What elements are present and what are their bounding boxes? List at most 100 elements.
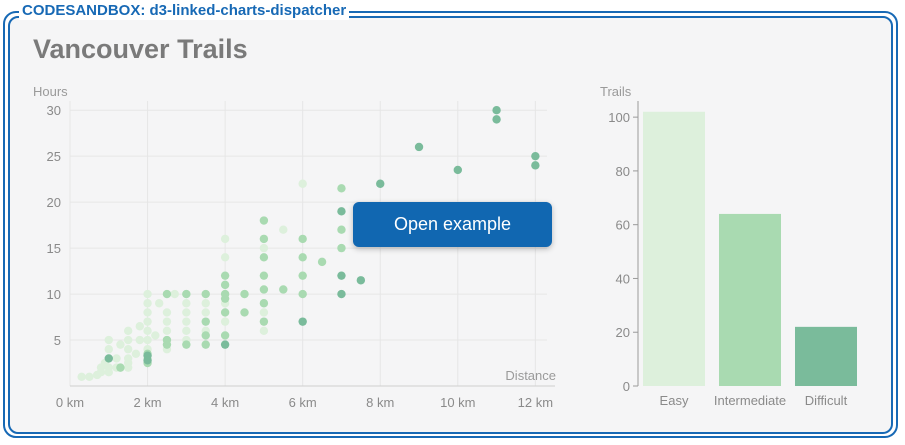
bar-category-label: Easy (660, 393, 689, 408)
point-difficult (453, 165, 463, 175)
point-easy (154, 299, 164, 308)
point-easy (182, 317, 191, 326)
x-tick-label: 2 km (133, 395, 161, 410)
point-easy (135, 322, 145, 331)
point-easy (298, 179, 307, 188)
point-intermediate (259, 285, 269, 294)
y-tick-label: 10 (47, 287, 61, 302)
point-intermediate (240, 289, 249, 299)
point-difficult (531, 151, 540, 161)
point-easy (151, 331, 160, 340)
point-easy (182, 299, 191, 308)
point-easy (131, 349, 141, 359)
point-easy (104, 335, 113, 345)
point-intermediate (259, 317, 269, 326)
point-difficult (337, 207, 346, 216)
point-easy (201, 299, 210, 308)
y-tick-label: 15 (47, 241, 61, 256)
y-tick-label: 25 (47, 149, 61, 164)
point-easy (170, 289, 179, 299)
point-intermediate (220, 331, 230, 340)
point-difficult (492, 105, 501, 115)
bar-category-label: Intermediate (714, 393, 786, 408)
point-easy (143, 289, 152, 299)
point-intermediate (259, 271, 269, 280)
x-tick-label: 6 km (289, 395, 317, 410)
point-easy (182, 326, 191, 336)
bar-category-label: Difficult (805, 393, 848, 408)
x-tick-label: 0 km (56, 395, 84, 410)
bar-y-tick-label: 40 (616, 271, 630, 286)
point-intermediate (259, 216, 269, 225)
point-easy (123, 326, 133, 336)
point-easy (162, 317, 172, 326)
point-intermediate (337, 243, 346, 253)
point-intermediate (220, 289, 230, 299)
point-intermediate (298, 234, 307, 244)
bar-y-tick-label: 20 (616, 325, 630, 340)
point-intermediate (201, 331, 210, 340)
point-intermediate (337, 184, 346, 193)
point-difficult (220, 340, 230, 349)
y-tick-label: 20 (47, 195, 61, 210)
point-intermediate (201, 289, 210, 299)
x-axis-title: Distance (505, 368, 556, 383)
y-tick-label: 30 (47, 103, 61, 118)
point-easy (104, 345, 113, 354)
x-tick-label: 10 km (440, 395, 475, 410)
point-difficult (337, 289, 346, 299)
point-easy (116, 340, 125, 349)
point-easy (123, 354, 133, 363)
point-intermediate (220, 308, 230, 317)
point-easy (123, 335, 133, 345)
y-tick-label: 5 (54, 333, 61, 348)
point-difficult (531, 161, 540, 170)
page-title: Vancouver Trails (33, 34, 248, 64)
point-intermediate (240, 308, 249, 317)
point-intermediate (201, 317, 210, 326)
bar-chart: 0 20 40 60 80 100 Easy Intermediate Difficult Tra… (600, 84, 857, 408)
point-difficult (414, 142, 424, 152)
point-easy (259, 326, 269, 336)
point-easy (143, 326, 152, 336)
point-intermediate (162, 335, 172, 345)
point-difficult (337, 271, 346, 280)
point-easy (162, 308, 172, 317)
point-easy (143, 308, 152, 317)
point-easy (220, 317, 230, 326)
x-tick-label: 8 km (366, 395, 394, 410)
point-easy (259, 243, 269, 253)
sandbox-frame-outer (3, 11, 898, 438)
point-easy (143, 317, 152, 326)
codesandbox-label: CODESANDBOX: d3-linked-charts-dispatcher (19, 2, 350, 20)
x-tick-label: 12 km (518, 395, 553, 410)
point-easy (143, 299, 152, 308)
point-intermediate (259, 253, 269, 262)
bar-y-axis-title: Trails (600, 84, 632, 99)
point-difficult (104, 354, 113, 363)
x-tick-label: 4 km (211, 395, 239, 410)
point-intermediate (298, 253, 307, 262)
point-easy (259, 308, 269, 317)
point-easy (135, 335, 145, 345)
point-intermediate (201, 340, 210, 349)
point-easy (77, 372, 86, 382)
point-easy (85, 372, 94, 382)
point-easy (143, 335, 152, 345)
bar-y-tick-label: 80 (616, 164, 630, 179)
point-intermediate (182, 289, 191, 299)
point-easy (201, 308, 210, 317)
point-intermediate (116, 363, 125, 372)
point-easy (279, 225, 288, 234)
point-difficult (356, 276, 366, 285)
open-example-button[interactable]: Open example (353, 202, 552, 247)
point-intermediate (182, 340, 191, 349)
point-intermediate (162, 289, 172, 299)
point-intermediate (220, 271, 230, 280)
point-intermediate (337, 225, 346, 234)
point-intermediate (298, 289, 307, 299)
bar-intermediate (719, 213, 781, 386)
bar-difficult (795, 326, 857, 386)
scatter-chart: 0 km 2 km 4 km 6 km 8 km 10 km 12 km 5 10 15 20 25 3… (33, 84, 556, 410)
